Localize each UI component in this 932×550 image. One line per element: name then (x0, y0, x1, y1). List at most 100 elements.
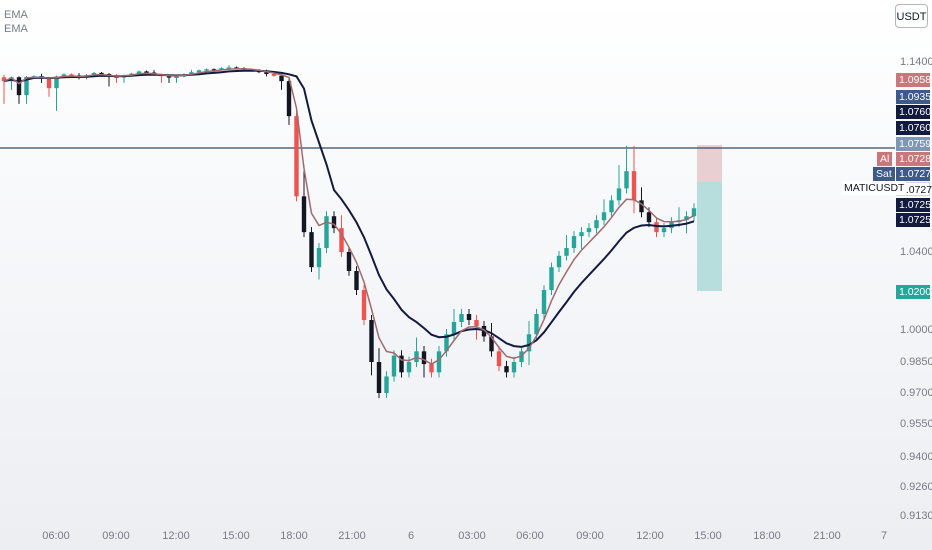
candle-body (91, 72, 97, 76)
candle-body (496, 351, 502, 367)
candle-body (444, 334, 449, 352)
currency-button[interactable]: USDT (895, 4, 928, 28)
time-tick: 18:00 (280, 530, 308, 542)
candle-body (271, 73, 277, 76)
candle-body (534, 314, 539, 335)
price-tick: 0.9550 (900, 418, 932, 430)
take-profit-zone (697, 182, 722, 291)
candle-body (459, 314, 464, 322)
candle-body (436, 351, 442, 373)
time-tick: 15:00 (222, 530, 250, 542)
candle-body (286, 81, 292, 117)
candle-body (481, 326, 487, 337)
candle-body (654, 222, 659, 233)
candle-body (331, 216, 337, 229)
candle-body (189, 72, 194, 75)
price-badge: 1.0760 (896, 121, 931, 135)
candle-body (511, 362, 517, 373)
ema-fast-legend[interactable]: EMA (4, 9, 28, 21)
time-tick: 12:00 (636, 530, 664, 542)
candle-body (279, 75, 284, 82)
candle-body (264, 72, 269, 74)
indicator-legend: EMA EMA (4, 8, 28, 36)
candle-body (211, 69, 217, 71)
candle-body (204, 69, 209, 71)
candle-body (451, 322, 457, 335)
candle-body (691, 208, 697, 217)
ema-fast-line (3, 68, 695, 366)
time-tick: 06:00 (42, 530, 70, 542)
candle-body (586, 228, 592, 233)
candle-body (571, 236, 577, 249)
candle-body (174, 76, 179, 79)
time-tick: 03:00 (458, 530, 486, 542)
time-tick: 09:00 (102, 530, 130, 542)
candle-body (474, 320, 479, 326)
candle-body (579, 232, 584, 237)
candle-body (631, 171, 637, 201)
price-tick: 0.9850 (900, 356, 932, 368)
order-tag: Al (877, 152, 893, 166)
candle-body (609, 200, 614, 213)
candle-body (429, 364, 434, 373)
price-badge: 1.0759 (896, 137, 931, 151)
candle-body (24, 76, 29, 96)
candle-body (384, 376, 389, 393)
candle-body (421, 351, 427, 365)
price-tick: 0.9400 (900, 451, 932, 463)
candle-body (46, 77, 52, 89)
candle-body (399, 355, 404, 373)
candle-body (376, 362, 382, 393)
price-badge: 1.0725 (896, 213, 931, 227)
candle-body (361, 290, 367, 320)
candle-body (226, 67, 232, 69)
price-tick: 1.0400 (900, 246, 932, 258)
candle-body (166, 76, 172, 78)
candle-body (549, 267, 554, 290)
candle-body (616, 188, 622, 201)
candle-body (316, 248, 322, 268)
price-tick: 1.1400 (900, 56, 932, 68)
candle-body (466, 314, 472, 320)
candle-body (144, 71, 149, 73)
candle-body (541, 290, 547, 314)
time-tick: 18:00 (753, 530, 781, 542)
candle-body (99, 72, 104, 75)
candle-body (489, 336, 494, 352)
candle-body (601, 212, 607, 221)
candle-body (219, 68, 224, 70)
candle-body (354, 271, 359, 290)
order-tag: Sat (873, 167, 895, 181)
candle-body (69, 74, 74, 76)
candle-body (16, 77, 22, 96)
candle-body (301, 196, 307, 233)
price-badge: 1.0727 (896, 167, 931, 181)
price-tick: 0.9130 (900, 510, 932, 522)
candle-body (684, 216, 689, 221)
price-badge: 1.0760 (896, 105, 931, 119)
time-tick: 21:00 (338, 530, 366, 542)
stop-loss-zone (697, 145, 722, 182)
candle-body (406, 362, 412, 373)
candle-body (526, 334, 532, 352)
candle-body (61, 74, 67, 77)
time-tick: 6 (407, 530, 415, 542)
candle-body (309, 232, 314, 268)
price-tick: 0.9700 (900, 387, 932, 399)
candle-body (556, 255, 562, 268)
time-tick: 12:00 (162, 530, 190, 542)
time-tick: 15:00 (694, 530, 722, 542)
candle-body (339, 228, 344, 252)
candle-body (639, 200, 644, 213)
time-tick: 21:00 (813, 530, 841, 542)
candle-body (1, 77, 7, 82)
ema-slow-legend[interactable]: EMA (4, 23, 28, 35)
candle-body (504, 366, 509, 373)
candle-body (346, 252, 352, 271)
ema-slow-line (3, 69, 695, 348)
candle-body (54, 76, 59, 89)
candle-body (624, 171, 629, 189)
candle-body (324, 216, 329, 249)
candle-body (136, 71, 142, 74)
